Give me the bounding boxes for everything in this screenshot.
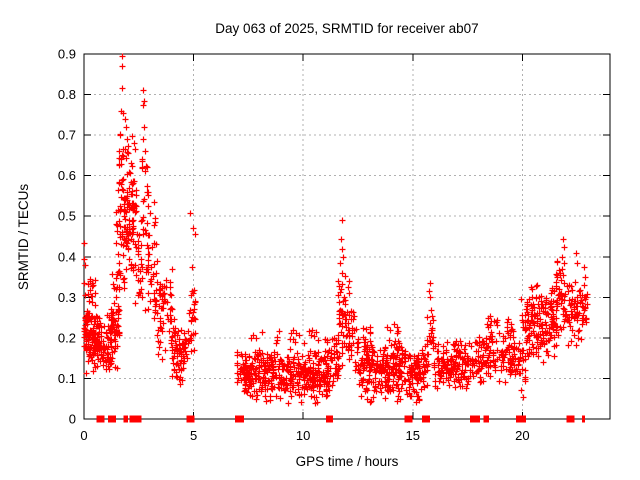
y-tick-label: 0.8: [58, 87, 76, 102]
x-tick-label: 15: [406, 428, 420, 443]
zero-value-marker: [96, 415, 105, 423]
y-tick-label: 0.9: [58, 47, 76, 62]
x-tick-label: 20: [515, 428, 529, 443]
zero-value-marker: [485, 415, 489, 423]
zero-value-marker: [566, 415, 575, 423]
zero-value-marker: [325, 415, 333, 423]
x-tick-label: 0: [80, 428, 87, 443]
y-tick-label: 0.6: [58, 168, 76, 183]
y-tick-label: 0.5: [58, 209, 76, 224]
y-tick-label: 0.3: [58, 290, 76, 305]
axis-ticks: [83, 53, 610, 420]
zero-value-marker: [421, 415, 430, 423]
plot-border: [83, 53, 611, 420]
y-tick-label: 0.7: [58, 128, 76, 143]
zero-value-marker: [235, 415, 245, 423]
zero-value-marker: [516, 415, 527, 423]
zero-value-marker: [582, 415, 586, 423]
zero-value-marker: [404, 415, 413, 423]
x-axis-label: GPS time / hours: [296, 454, 399, 469]
chart-title: Day 063 of 2025, SRMTID for receiver ab0…: [215, 21, 478, 36]
y-axis-label: SRMTID / TECUs: [16, 184, 31, 291]
zero-value-marker: [129, 415, 142, 423]
zero-value-marker: [108, 415, 117, 423]
zero-value-marker: [470, 415, 481, 423]
y-tick-label: 0.4: [58, 249, 76, 264]
x-tick-label: 5: [190, 428, 197, 443]
zero-value-markers: [96, 415, 586, 423]
tick-labels: 0 5 10 15 20 0 0.1 0.2 0.3 0.4 0.5 0.6 0.7 0.8 0.9: [58, 47, 530, 444]
zero-value-marker: [123, 415, 127, 423]
x-tick-label: 10: [296, 428, 310, 443]
zero-value-marker: [483, 415, 487, 423]
zero-value-marker: [186, 415, 195, 423]
y-tick-label: 0: [69, 412, 76, 427]
y-tick-label: 0.1: [58, 371, 76, 386]
data-points-plus-markers: [81, 53, 591, 407]
y-tick-label: 0.2: [58, 330, 76, 345]
zero-value-marker: [125, 415, 129, 423]
grid-lines: [84, 54, 610, 419]
